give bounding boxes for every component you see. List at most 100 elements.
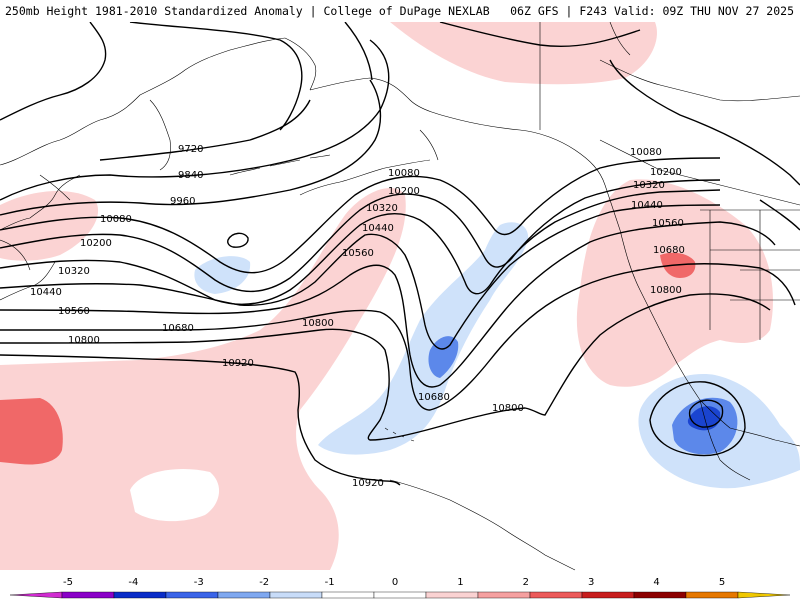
colorbar-swatch [321,591,375,599]
colorbar-swatch [425,591,479,599]
map-panel: 9720 9840 9960 10080 10080 10080 10200 1… [0,22,800,571]
contour-label-10200-e: 10200 [650,167,682,178]
contour-label-10920-s: 10920 [352,478,384,489]
contour-label-10800-w: 10800 [68,335,100,346]
colorbar-swatch [477,591,531,599]
colorbar-tick-label: 0 [392,577,398,588]
contour-label-10320-e: 10320 [633,180,665,191]
contour-label-10680-w: 10680 [162,323,194,334]
colorbar-swatch [61,591,115,599]
mexico-coast [389,479,576,571]
map-title: 250mb Height 1981-2010 Standardized Anom… [5,4,490,18]
colorbar-tick-label: -1 [325,577,335,588]
colorbar-tick-label: -3 [194,577,204,588]
colorbar-swatch [633,591,687,599]
contour-north-arc [129,22,303,131]
asia-coastline [0,37,286,301]
contour-10800 [0,293,771,441]
contour-label-9960: 9960 [170,196,195,207]
contour-label-10320-n: 10320 [366,203,398,214]
contour-label-10080-w: 10080 [100,214,132,225]
colorbar-swatch [113,591,167,599]
contour-9960 [0,79,382,216]
baja-coast [699,399,751,481]
colorbar-swatch [269,591,323,599]
colorbar-swatch [373,591,427,599]
contour-low-inner [688,399,724,428]
colorbar-tick-label: -2 [259,577,269,588]
contour-label-9840: 9840 [178,170,203,181]
colorbar-swatch [9,591,63,599]
contour-label-10800-n: 10800 [302,318,334,329]
colorbar-ticks: -5 -4 -3 -2 -1 0 1 2 3 4 5 [63,577,725,588]
hawaii-islands [384,427,415,442]
contour-label-10560-n: 10560 [342,248,374,259]
contour-10320 [0,189,721,305]
contour-label-10680-s: 10680 [418,392,450,403]
contour-label-10080-n: 10080 [388,168,420,179]
colorbar-swatch [581,591,635,599]
contour-10560 [0,221,776,388]
contour-low-closed [649,381,746,457]
contour-label-10440-n: 10440 [362,223,394,234]
colorbar-tick-label: 1 [457,577,463,588]
positive-anomaly-north [390,22,657,85]
colorbar-swatch [737,591,791,599]
contour-label-9720: 9720 [178,144,203,155]
contour-northeast-arc [609,59,800,231]
west-coast-north-america [619,229,800,447]
contour-9840 [0,39,390,201]
anomaly-shading [0,22,800,570]
colorbar-tick-label: 4 [653,577,659,588]
title-bar: 250mb Height 1981-2010 Standardized Anom… [0,0,800,22]
contour-label-10080-e: 10080 [630,147,662,158]
contour-label-10560-w: 10560 [58,306,90,317]
contour-label-10800-s: 10800 [492,403,524,414]
model-run-info: 06Z GFS | F243 Valid: 09Z THU NOV 27 202… [510,4,794,18]
contour-10200 [0,179,721,293]
negative-anomaly-west [194,256,251,294]
positive-anomaly-west-pacific [0,190,99,261]
height-contours [0,22,800,486]
contour-10680 [0,263,796,411]
positive-anomaly-west-coast [576,179,773,387]
contour-labels: 9720 9840 9960 10080 10080 10080 10200 1… [30,144,685,489]
contour-small-closed-west [227,232,249,248]
contour-label-10920-w: 10920 [222,358,254,369]
neutral-pocket [130,469,220,522]
contour-label-10560-e: 10560 [652,218,684,229]
colorbar-swatch [685,591,739,599]
alaska-coastline [299,77,621,231]
negative-anomaly-trough [318,222,529,455]
colorbar: -5 -4 -3 -2 -1 0 1 2 3 4 5 [9,577,791,599]
bering-coast [284,37,317,91]
us-states [700,209,800,340]
aleutian-islands [229,154,331,176]
colorbar-tick-label: 2 [523,577,529,588]
contour-label-10680-e: 10680 [653,245,685,256]
colorbar-tick-label: 3 [588,577,594,588]
colorbar-swatch [165,591,219,599]
contour-label-10200-w: 10200 [80,238,112,249]
coastlines [0,22,800,571]
colorbar-swatches [9,591,791,599]
contour-10440 [0,204,721,350]
contour-label-10800-e: 10800 [650,285,682,296]
contour-northwest-arc [0,22,107,121]
colorbar-tick-label: -4 [128,577,138,588]
colorbar-tick-label: 5 [719,577,725,588]
contour-north-central [344,22,641,81]
positive-anomaly-strong-west [0,398,63,465]
contour-10920 [0,354,401,486]
contour-label-10440-e: 10440 [631,200,663,211]
contour-label-10440-w: 10440 [30,287,62,298]
kamchatka-coastline [149,99,171,171]
colorbar-swatch [529,591,583,599]
contour-9720 [99,99,311,161]
canada-border [539,22,800,206]
contour-label-10200-n: 10200 [388,186,420,197]
positive-anomaly-central-pacific [0,187,406,570]
arctic-coast [599,22,800,102]
colorbar-swatch [217,591,271,599]
